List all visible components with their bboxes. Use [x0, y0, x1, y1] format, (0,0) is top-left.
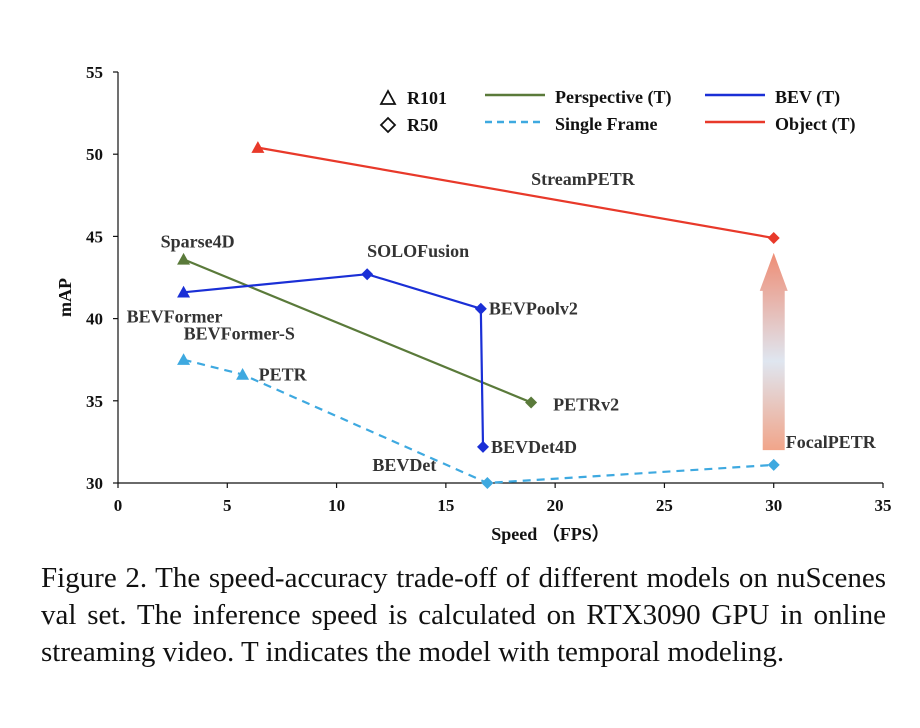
legend-label: Single Frame [555, 114, 657, 134]
legend-label: R101 [407, 88, 447, 108]
data-point [525, 396, 538, 409]
point-label: BEVFormer-S [184, 324, 295, 344]
x-tick-label: 30 [765, 496, 782, 515]
y-tick-label: 35 [86, 392, 103, 411]
improvement-arrow [759, 252, 788, 451]
data-point [177, 285, 191, 298]
data-point [177, 252, 191, 265]
legend-label: R50 [407, 115, 438, 135]
x-axis-title: Speed （FPS） [491, 524, 610, 544]
data-point [477, 440, 490, 453]
legend-label: BEV (T) [775, 87, 840, 108]
y-axis-title: mAP [55, 278, 75, 317]
data-point [236, 367, 250, 380]
y-tick-label: 30 [86, 474, 103, 493]
y-tick-label: 45 [86, 227, 103, 246]
y-tick-label: 55 [86, 63, 103, 82]
point-label: FocalPETR [786, 432, 877, 452]
point-label: PETRv2 [553, 394, 619, 414]
point-label: BEVPoolv2 [489, 299, 578, 319]
data-point [177, 353, 191, 365]
x-tick-label: 35 [875, 496, 892, 515]
series-line-bev-t [183, 273, 485, 447]
point-label: Sparse4D [161, 231, 235, 251]
data-point [251, 141, 265, 153]
data-point [474, 302, 487, 315]
legend-triangle-marker [379, 89, 397, 105]
series-line-single-frame [183, 358, 774, 485]
series-line-perspective-t [183, 258, 532, 404]
x-tick-label: 20 [547, 496, 564, 515]
x-tick-label: 10 [328, 496, 345, 515]
x-tick-label: 25 [656, 496, 673, 515]
data-point [361, 268, 374, 281]
point-label: BEVDet [372, 455, 436, 475]
data-point [767, 458, 780, 471]
point-label: SOLOFusion [367, 241, 469, 261]
point-label: BEVFormer [127, 306, 223, 326]
series-line-object-t [257, 146, 774, 240]
speed-accuracy-chart: 30 35 40 45 50 55 0 5 10 15 20 25 30 35 Speed （FPS） mAP… [55, 63, 892, 544]
x-tick-label: 0 [114, 496, 123, 515]
y-tick-label: 40 [86, 310, 103, 329]
legend-label: Perspective (T) [555, 87, 671, 108]
x-tick-label: 15 [437, 496, 454, 515]
point-label: BEVDet4D [491, 437, 577, 457]
annotation-label: StreamPETR [531, 169, 636, 189]
data-point [481, 477, 494, 489]
point-label: PETR [259, 364, 308, 384]
figure-caption: Figure 2. The speed-accuracy trade-off o… [41, 562, 886, 668]
y-tick-label: 50 [86, 145, 103, 164]
legend-diamond-marker [379, 116, 397, 134]
x-tick-label: 5 [223, 496, 232, 515]
data-point [767, 232, 780, 245]
legend-label: Object (T) [775, 114, 855, 135]
